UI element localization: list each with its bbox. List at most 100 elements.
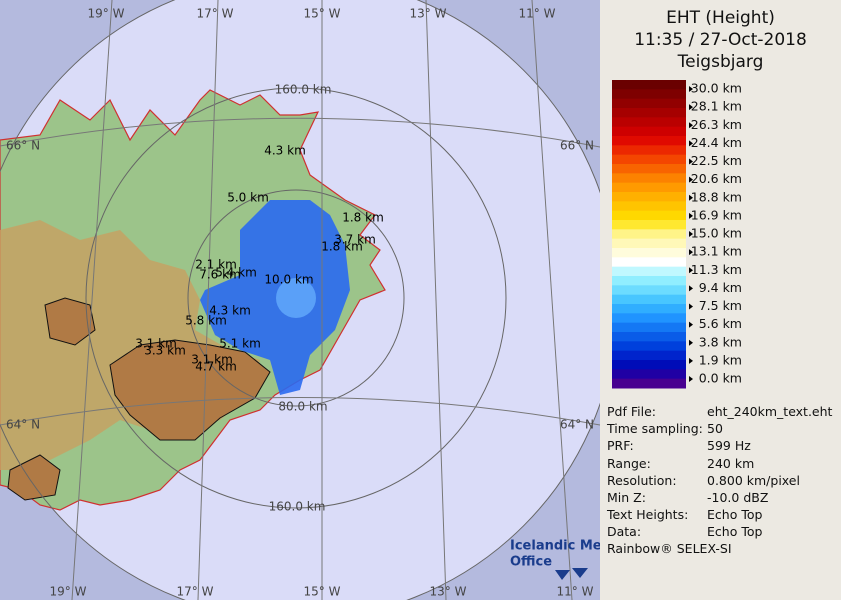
range-label: 160.0 km [269,500,326,514]
echo-top-label: 10.0 km [264,273,313,287]
longitude-label: 11° W [519,7,556,21]
info-key: Range: [607,455,651,471]
color-band [612,285,686,296]
scale-tick [689,267,693,274]
longitude-label: 13° W [430,585,467,599]
color-band [612,145,686,156]
info-value: -10.0 dBZ [707,490,769,506]
echo-top-label: 1.8 km [342,211,384,225]
color-band [612,220,686,230]
echo-top-label: 4.3 km [209,304,251,318]
color-band [612,341,686,352]
echo-top-label: 5.0 km [227,191,269,205]
echo-top-label: 5.4 km [215,266,257,280]
color-band [612,229,686,240]
glacier [44,297,96,346]
info-row: Time sampling: 50 [607,420,832,437]
scale-label: 1.9 km [699,352,742,367]
color-band [612,89,686,100]
info-value: eht_240km_text.eht [707,404,833,420]
color-band [612,126,686,137]
color-band [612,80,686,90]
scale-label: 3.8 km [699,334,742,349]
info-row: Min Z: -10.0 dBZ [607,489,832,506]
info-key: Data: [607,524,642,540]
scale-tick [689,158,693,165]
longitude-label: 11° W [557,585,594,599]
echo-top-label: 5.8 km [185,314,227,328]
logo-mark [555,568,588,580]
info-value: 599 Hz [707,438,751,454]
color-band [612,98,686,109]
color-band [612,248,686,258]
scale-tick [689,303,693,310]
side-panel: EHT (Height) 11:35 / 27-Oct-2018 Teigsbj… [600,0,841,600]
scale-tick [689,321,693,328]
color-band [612,332,686,342]
color-band [612,304,686,314]
scale-tick [689,104,693,111]
scale-label: 5.6 km [699,316,742,331]
scale-label: 15.0 km [691,226,742,241]
range-ring [85,87,507,509]
echo-top-label: 1.8 km [321,240,363,254]
info-row: Resolution: 0.800 km/pixel [607,472,832,489]
info-value: 0.800 km/pixel [707,472,800,488]
color-band [612,154,686,165]
info-row: Text Heights: Echo Top [607,506,832,523]
longitude-label: 17° W [197,7,234,21]
latitude-label: 66° N [560,139,594,153]
scale-label: 30.0 km [691,81,742,96]
info-row: PRF: 599 Hz [607,437,832,454]
color-band [612,313,686,324]
scale-label: 16.9 km [691,207,742,222]
info-table: Pdf File: eht_240km_text.eht Time sampling… [607,403,832,541]
color-scale: 30.0 km 28.1 km 26.3 km 24.4 km 22.5 km 20.6 … [612,80,742,389]
scale-tick [689,231,693,237]
station: Teigsbjarg [677,52,764,72]
scale-label: 13.1 km [691,244,742,259]
scale-tick [689,285,693,292]
info-key: Min Z: [607,490,646,506]
info-value: Echo Top [707,524,763,540]
parallel [0,117,600,148]
color-band [612,182,686,193]
scale-label: 9.4 km [699,280,742,295]
scale-label: 22.5 km [691,153,742,168]
info-row: Pdf File: eht_240km_text.eht [607,403,832,420]
color-band [612,210,686,221]
scale-label: 11.3 km [691,262,742,277]
color-band [612,257,686,268]
color-band [612,117,686,128]
meridian [197,0,219,600]
scale-label: 7.5 km [699,298,742,313]
color-band [612,108,686,118]
echo-top-label: 3.7 km [334,233,376,247]
latitude-label: 64° N [560,418,594,432]
info-key: Pdf File: [607,404,656,420]
logo-text: Office [510,555,552,570]
logo-text: Icelandic Met [510,539,600,554]
info-key: Text Heights: [607,507,689,523]
echo-top-label: 5.1 km [219,337,261,351]
scale-tick [689,212,693,219]
color-band [612,369,686,380]
color-band [612,164,686,174]
footer: Rainbow® SELEX-SI [607,541,732,556]
scale-tick [689,122,693,129]
echo-top-label: 3.1 km [191,353,233,367]
range-label: 80.0 km [278,400,327,414]
echo-top-label: 3.1 km [135,337,177,351]
color-band [612,276,686,286]
scale-tick [689,339,693,346]
color-band [612,322,686,333]
scale-tick [689,194,693,201]
range-ring [187,189,405,407]
radar-map: 19° W 17° W 15° W 13° W 11° W 19° W 17° W 15° W… [0,0,600,600]
scale-tick [689,376,693,382]
scale-tick [689,176,693,183]
longitude-label: 17° W [177,585,214,599]
color-band [612,173,686,184]
scale-tick [689,249,693,256]
